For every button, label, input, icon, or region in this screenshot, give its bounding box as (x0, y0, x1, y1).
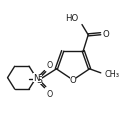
Text: CH₃: CH₃ (104, 70, 120, 79)
Text: O: O (70, 76, 76, 85)
Text: S: S (36, 75, 42, 84)
Text: HO: HO (66, 14, 79, 23)
Text: O: O (47, 61, 53, 70)
Text: N: N (33, 73, 39, 82)
Text: O: O (47, 89, 53, 98)
Text: O: O (103, 30, 109, 39)
